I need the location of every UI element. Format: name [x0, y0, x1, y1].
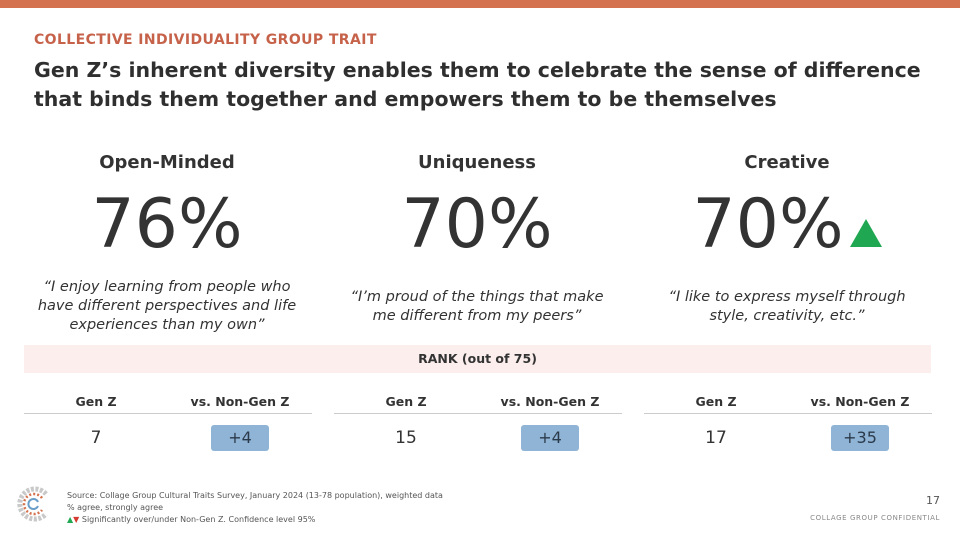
rank-header-row: Gen Z vs. Non-Gen Z — [644, 394, 932, 414]
trait-column-uniqueness: Uniqueness 70% “I’m proud of the things … — [322, 152, 632, 326]
trait-title: Open-Minded — [99, 152, 235, 173]
trait-percent-row: 76% — [12, 184, 322, 266]
trait-title: Uniqueness — [418, 152, 536, 173]
rank-block: Gen Z vs. Non-Gen Z 15 +4 — [334, 394, 622, 452]
trait-quote: “I’m proud of the things that make me di… — [350, 289, 604, 324]
rank-genz-value: 7 — [90, 428, 102, 448]
confidential-label: COLLAGE GROUP CONFIDENTIAL — [810, 514, 940, 522]
trait-percent: 76% — [91, 185, 243, 264]
rank-diff-badge: +4 — [521, 425, 579, 451]
rank-header-row: Gen Z vs. Non-Gen Z — [24, 394, 312, 414]
top-accent-bar — [0, 0, 960, 8]
rank-header-genz: Gen Z — [385, 394, 427, 409]
rank-values-row: 17 +35 — [644, 424, 932, 452]
eyebrow-label: COLLECTIVE INDIVIDUALITY GROUP TRAIT — [34, 32, 377, 48]
rank-diff-badge: +4 — [211, 425, 269, 451]
trait-column-open-minded: Open-Minded 76% “I enjoy learning from p… — [12, 152, 322, 335]
rank-header-vs: vs. Non-Gen Z — [500, 394, 600, 409]
trait-title: Creative — [744, 152, 830, 173]
up-triangle-icon: ▲ — [67, 515, 74, 524]
rank-header-row: Gen Z vs. Non-Gen Z — [334, 394, 622, 414]
trait-quote: “I like to express myself through style,… — [668, 289, 906, 324]
source-line: ▲▼ Significantly over/under Non-Gen Z. C… — [67, 514, 443, 526]
rank-header-vs: vs. Non-Gen Z — [190, 394, 290, 409]
trait-percent: 70% — [692, 185, 844, 264]
trait-quote: “I enjoy learning from people who have d… — [37, 279, 297, 333]
trait-column-creative: Creative 70% “I like to express myself t… — [632, 152, 942, 326]
source-line: Source: Collage Group Cultural Traits Su… — [67, 491, 443, 500]
rank-header-genz: Gen Z — [695, 394, 737, 409]
rank-header-genz: Gen Z — [75, 394, 117, 409]
rank-values-row: 15 +4 — [334, 424, 622, 452]
page-number: 17 — [926, 494, 940, 507]
page-title: Gen Z’s inherent diversity enables them … — [34, 58, 921, 111]
rank-genz-value: 15 — [395, 428, 417, 448]
trait-percent-row: 70% — [322, 184, 632, 266]
source-note: Source: Collage Group Cultural Traits Su… — [67, 490, 443, 526]
trait-percent-row: 70% — [632, 184, 942, 266]
rank-block: Gen Z vs. Non-Gen Z 7 +4 — [24, 394, 312, 452]
rank-values-row: 7 +4 — [24, 424, 312, 452]
source-line: % agree, strongly agree — [67, 503, 164, 512]
collage-group-logo-icon — [17, 486, 48, 522]
trait-percent: 70% — [401, 185, 553, 264]
rank-block: Gen Z vs. Non-Gen Z 17 +35 — [644, 394, 932, 452]
rank-header-vs: vs. Non-Gen Z — [810, 394, 910, 409]
significance-note: Significantly over/under Non-Gen Z. Conf… — [81, 515, 316, 524]
significance-up-icon — [849, 219, 882, 247]
rank-genz-value: 17 — [705, 428, 727, 448]
down-triangle-icon: ▼ — [73, 515, 80, 524]
rank-diff-badge: +35 — [831, 425, 889, 451]
rank-band-label: RANK (out of 75) — [24, 345, 931, 373]
